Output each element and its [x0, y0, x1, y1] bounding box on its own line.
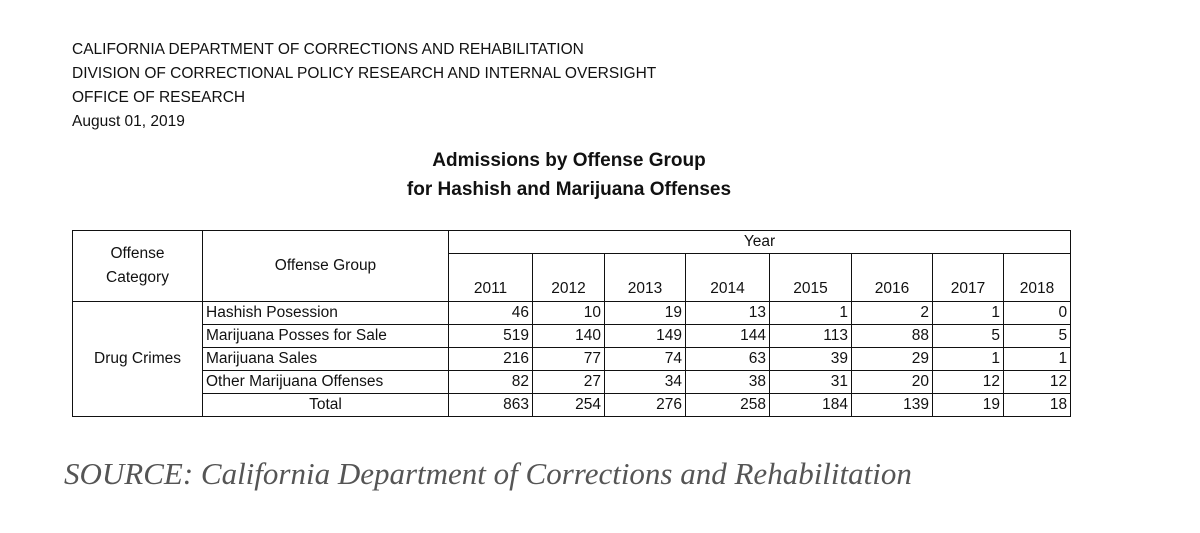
total-cell-2013: 276 — [604, 393, 686, 417]
table-row: Marijuana Sales 216 77 74 63 39 29 1 1 — [73, 347, 1072, 371]
value-cell-2015: 31 — [769, 370, 852, 394]
total-cell-2016: 139 — [851, 393, 933, 417]
header-row-year: Offense Category Offense Group Year — [72, 230, 1072, 302]
title-line-2: for Hashish and Marijuana Offenses — [406, 179, 732, 200]
table-row: Drug Crimes Hashish Posession 46 10 19 13 1 2 1 0 — [72, 301, 1072, 417]
offense-category-header-line1: Offense — [110, 245, 165, 262]
value-cell-2017: 12 — [932, 370, 1004, 394]
offense-group-cell: Marijuana Posses for Sale — [202, 324, 449, 348]
year-header-2018: 2018 — [1002, 253, 1072, 302]
offense-group-cell: Hashish Posession — [202, 301, 449, 325]
offense-group-header: Offense Group — [202, 230, 449, 302]
year-header-2015: 2015 — [769, 253, 852, 302]
header-office: OFFICE OF RESEARCH — [72, 89, 246, 106]
value-cell-2011: 216 — [448, 347, 533, 371]
offense-category-header: Offense Category — [72, 230, 203, 302]
year-header-2013: 2013 — [604, 253, 686, 302]
year-header-2014: 2014 — [685, 253, 770, 302]
value-cell-2013: 149 — [604, 324, 686, 348]
value-cell-2011: 82 — [448, 370, 533, 394]
value-cell-2017: 5 — [932, 324, 1004, 348]
value-cell-2015: 113 — [769, 324, 852, 348]
value-cell-2016: 20 — [851, 370, 933, 394]
table-body: Drug Crimes Hashish Posession 46 10 19 13 1 2 1 0… — [72, 301, 1072, 417]
year-header-2012: 2012 — [532, 253, 605, 302]
total-cell-2017: 19 — [932, 393, 1004, 417]
year-header: Year — [447, 230, 1072, 254]
value-cell-2013: 34 — [604, 370, 686, 394]
table-row: Marijuana Posses for Sale 519 140 149 144 113… — [73, 324, 1072, 348]
value-cell-2017: 1 — [932, 301, 1004, 325]
value-cell-2012: 77 — [532, 347, 605, 371]
value-cell-2015: 1 — [769, 301, 852, 325]
total-cell-2012: 254 — [532, 393, 605, 417]
value-cell-2016: 2 — [851, 301, 933, 325]
offense-category-cell: Drug Crimes — [72, 301, 203, 417]
value-cell-2011: 519 — [448, 324, 533, 348]
value-cell-2013: 74 — [604, 347, 686, 371]
total-row: Total 863 254 276 258 184 139 19 18 — [73, 393, 1072, 417]
offense-group-cell: Marijuana Sales — [202, 347, 449, 371]
header-row-years: 2011 2012 2013 2014 2015 2016 2017 2018 — [73, 253, 1072, 302]
year-header-2011: 2011 — [448, 253, 533, 302]
value-cell-2015: 39 — [769, 347, 852, 371]
total-label: Total — [202, 393, 449, 417]
value-cell-2016: 88 — [851, 324, 933, 348]
source-caption: SOURCE: California Department of Correct… — [64, 456, 912, 491]
value-cell-2014: 13 — [685, 301, 770, 325]
offense-group-cell: Other Marijuana Offenses — [202, 370, 449, 394]
report-header: CALIFORNIA DEPARTMENT OF CORRECTIONS AND… — [72, 38, 656, 134]
value-cell-2016: 29 — [851, 347, 933, 371]
value-cell-2014: 38 — [685, 370, 770, 394]
value-cell-2014: 63 — [685, 347, 770, 371]
value-cell-2013: 19 — [604, 301, 686, 325]
value-cell-2018: 0 — [1002, 301, 1072, 325]
header-division: DIVISION OF CORRECTIONAL POLICY RESEARCH… — [72, 65, 657, 82]
total-cell-2011: 863 — [448, 393, 533, 417]
value-cell-2012: 140 — [532, 324, 605, 348]
total-cell-2014: 258 — [685, 393, 770, 417]
total-cell-2018: 18 — [1002, 393, 1072, 417]
value-cell-2018: 12 — [1002, 370, 1072, 394]
header-agency: CALIFORNIA DEPARTMENT OF CORRECTIONS AND… — [72, 41, 584, 58]
admissions-table: Offense Category Offense Group Year 2011… — [72, 230, 1072, 417]
offense-category-header-line2: Category — [106, 269, 169, 286]
value-cell-2018: 1 — [1002, 347, 1072, 371]
value-cell-2011: 46 — [448, 301, 533, 325]
value-cell-2014: 144 — [685, 324, 770, 348]
title-line-1: Admissions by Offense Group — [432, 150, 706, 171]
value-cell-2012: 10 — [532, 301, 605, 325]
value-cell-2012: 27 — [532, 370, 605, 394]
year-header-2016: 2016 — [851, 253, 933, 302]
year-header-2017: 2017 — [932, 253, 1004, 302]
table-title: Admissions by Offense Group for Hashish … — [72, 146, 1066, 204]
total-cell-2015: 184 — [769, 393, 852, 417]
table-head: Offense Category Offense Group Year 2011… — [72, 230, 1072, 302]
value-cell-2017: 1 — [932, 347, 1004, 371]
table-row: Other Marijuana Offenses 82 27 34 38 31 20 12 12 — [73, 370, 1072, 394]
value-cell-2018: 5 — [1002, 324, 1072, 348]
header-date: August 01, 2019 — [72, 113, 185, 130]
